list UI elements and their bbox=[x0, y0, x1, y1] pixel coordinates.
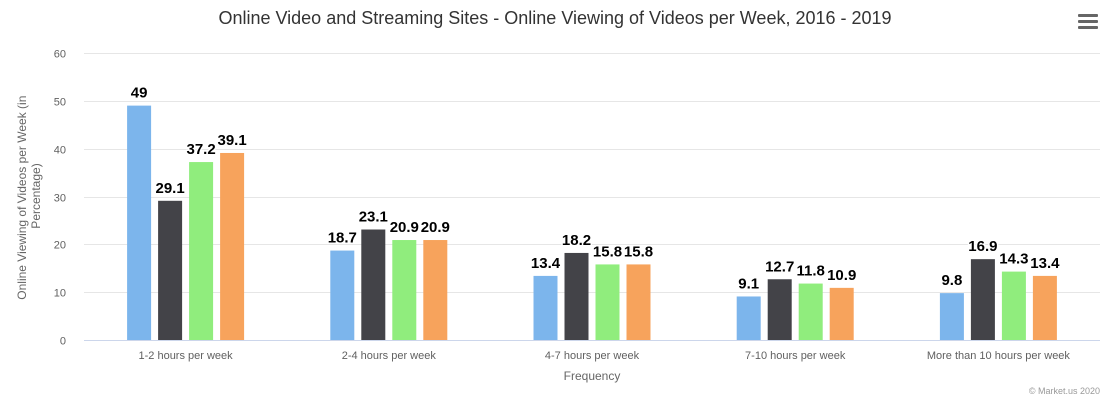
bar[interactable] bbox=[158, 200, 183, 340]
y-axis-ticks: 0 10 20 30 40 50 60 bbox=[54, 49, 66, 348]
bar[interactable] bbox=[736, 296, 761, 340]
y-tick-label: 10 bbox=[54, 288, 66, 300]
bar[interactable] bbox=[533, 275, 558, 340]
data-label: 49 bbox=[131, 85, 148, 102]
data-label: 11.8 bbox=[797, 263, 825, 280]
y-tick-label: 20 bbox=[54, 240, 66, 252]
x-tick-label: 4-7 hours per week bbox=[545, 350, 640, 362]
menu-bar bbox=[1078, 20, 1098, 23]
x-tick-label: 2-4 hours per week bbox=[342, 350, 437, 362]
data-label: 15.8 bbox=[624, 243, 653, 260]
data-label: 23.1 bbox=[359, 209, 388, 226]
bar[interactable] bbox=[595, 264, 620, 340]
data-label: 37.2 bbox=[186, 141, 215, 158]
y-tick-label: 60 bbox=[54, 49, 66, 61]
y-tick-label: 0 bbox=[60, 336, 66, 348]
bar[interactable] bbox=[330, 250, 355, 340]
data-label: 18.7 bbox=[328, 230, 357, 247]
bar[interactable] bbox=[361, 229, 386, 340]
hamburger-menu-icon[interactable] bbox=[1078, 14, 1098, 32]
bar[interactable] bbox=[127, 105, 152, 340]
x-axis-ticks: 1-2 hours per week 2-4 hours per week 4-7 … bbox=[139, 350, 1071, 362]
bar[interactable] bbox=[829, 287, 854, 340]
data-label: 20.9 bbox=[390, 219, 419, 236]
bar[interactable] bbox=[1032, 275, 1057, 340]
x-tick-label: 7-10 hours per week bbox=[745, 350, 846, 362]
bar[interactable] bbox=[220, 152, 245, 340]
data-label: 18.2 bbox=[562, 232, 591, 249]
data-label: 10.9 bbox=[827, 267, 856, 284]
credits: © Market.us 2020 bbox=[1029, 386, 1100, 396]
bar[interactable] bbox=[798, 283, 823, 340]
menu-bar bbox=[1078, 14, 1098, 17]
x-tick-label: 1-2 hours per week bbox=[139, 350, 234, 362]
data-label: 12.7 bbox=[765, 258, 794, 275]
y-tick-label: 50 bbox=[54, 97, 66, 109]
data-label: 20.9 bbox=[421, 219, 450, 236]
bar[interactable] bbox=[564, 252, 589, 340]
chart-title: Online Video and Streaming Sites - Onlin… bbox=[218, 8, 891, 28]
y-axis-title-line-2: Percentage) bbox=[29, 163, 43, 228]
data-label: 9.8 bbox=[941, 272, 962, 289]
y-axis-title: Online Viewing of Videos per Week (in Pe… bbox=[15, 92, 43, 299]
bars bbox=[127, 105, 1057, 340]
data-label: 13.4 bbox=[1030, 255, 1060, 272]
bar[interactable] bbox=[767, 279, 792, 340]
data-label: 39.1 bbox=[217, 132, 246, 149]
bar[interactable] bbox=[970, 259, 995, 340]
bar[interactable] bbox=[189, 162, 214, 340]
bar[interactable] bbox=[1001, 271, 1026, 340]
x-tick-label: More than 10 hours per week bbox=[927, 350, 1071, 362]
bar[interactable] bbox=[392, 240, 417, 340]
data-label: 15.8 bbox=[593, 243, 622, 260]
y-tick-label: 40 bbox=[54, 145, 66, 157]
x-axis-title: Frequency bbox=[564, 369, 621, 383]
y-axis-title-line-1: Online Viewing of Videos per Week (in bbox=[15, 96, 29, 300]
bar[interactable] bbox=[626, 264, 651, 340]
data-label: 14.3 bbox=[999, 251, 1028, 268]
gridlines bbox=[84, 53, 1100, 293]
menu-bar bbox=[1078, 26, 1098, 29]
data-label: 16.9 bbox=[968, 238, 997, 255]
y-tick-label: 30 bbox=[54, 193, 66, 205]
bar[interactable] bbox=[423, 240, 448, 340]
bar[interactable] bbox=[939, 293, 964, 340]
data-label: 13.4 bbox=[531, 255, 561, 272]
data-label: 9.1 bbox=[738, 275, 759, 292]
data-label: 29.1 bbox=[155, 180, 184, 197]
